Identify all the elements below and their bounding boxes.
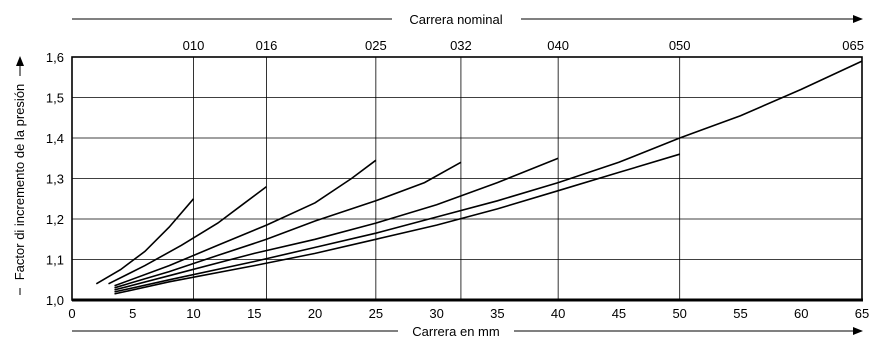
nominal-stroke-label: 050: [669, 38, 691, 53]
x-tick-label: 15: [247, 306, 261, 321]
nominal-stroke-label: 010: [183, 38, 205, 53]
x-axis-label: Carrera en mm: [412, 324, 499, 338]
x-tick-label: 60: [794, 306, 808, 321]
x-tick-label: 0: [68, 306, 75, 321]
series-line-1: [95, 198, 195, 285]
x-tick-label: 25: [369, 306, 383, 321]
x-tick-label: 45: [612, 306, 626, 321]
y-tick-label: 1,0: [46, 293, 64, 308]
x-tick-label: 55: [733, 306, 747, 321]
nominal-stroke-label: 025: [365, 38, 387, 53]
x-tick-label: 30: [429, 306, 443, 321]
y-tick-label: 1,5: [46, 91, 64, 106]
series-line-5: [114, 157, 559, 291]
series-line-2: [108, 185, 267, 285]
x-tick-label: 65: [855, 306, 869, 321]
nominal-stroke-labels: 010 016 025 032 040 050 065: [183, 38, 864, 53]
top-axis-label: Carrera nominal: [409, 12, 502, 27]
x-tick-label: 40: [551, 306, 565, 321]
series-line-7: [114, 153, 680, 295]
y-tick-label: 1,2: [46, 212, 64, 227]
series-line-6: [114, 60, 863, 293]
y-tick-label: 1,6: [46, 50, 64, 65]
nominal-stroke-label: 032: [450, 38, 472, 53]
y-tick-label: 1,3: [46, 172, 64, 187]
x-tick-label: 50: [672, 306, 686, 321]
grid: [72, 56, 863, 301]
nominal-stroke-label: 065: [842, 38, 864, 53]
y-tick-label: 1,4: [46, 131, 64, 146]
series-line-4: [114, 161, 462, 289]
nominal-stroke-label: 040: [547, 38, 569, 53]
y-tick-labels: 1,0 1,1 1,2 1,3 1,4 1,5 1,6: [46, 50, 64, 308]
x-tick-labels: 0 5 10 15 20 25 30 35 40 45 50 55 60 65: [68, 306, 869, 321]
series-line-3: [114, 159, 377, 287]
x-tick-label: 35: [490, 306, 504, 321]
x-tick-label: 20: [308, 306, 322, 321]
y-tick-label: 1,1: [46, 253, 64, 268]
nominal-stroke-label: 016: [256, 38, 278, 53]
series-lines: [95, 60, 863, 295]
x-tick-label: 5: [129, 306, 136, 321]
x-tick-label: 10: [186, 306, 200, 321]
y-axis-label: Factor di incremento de la presión: [12, 84, 27, 281]
